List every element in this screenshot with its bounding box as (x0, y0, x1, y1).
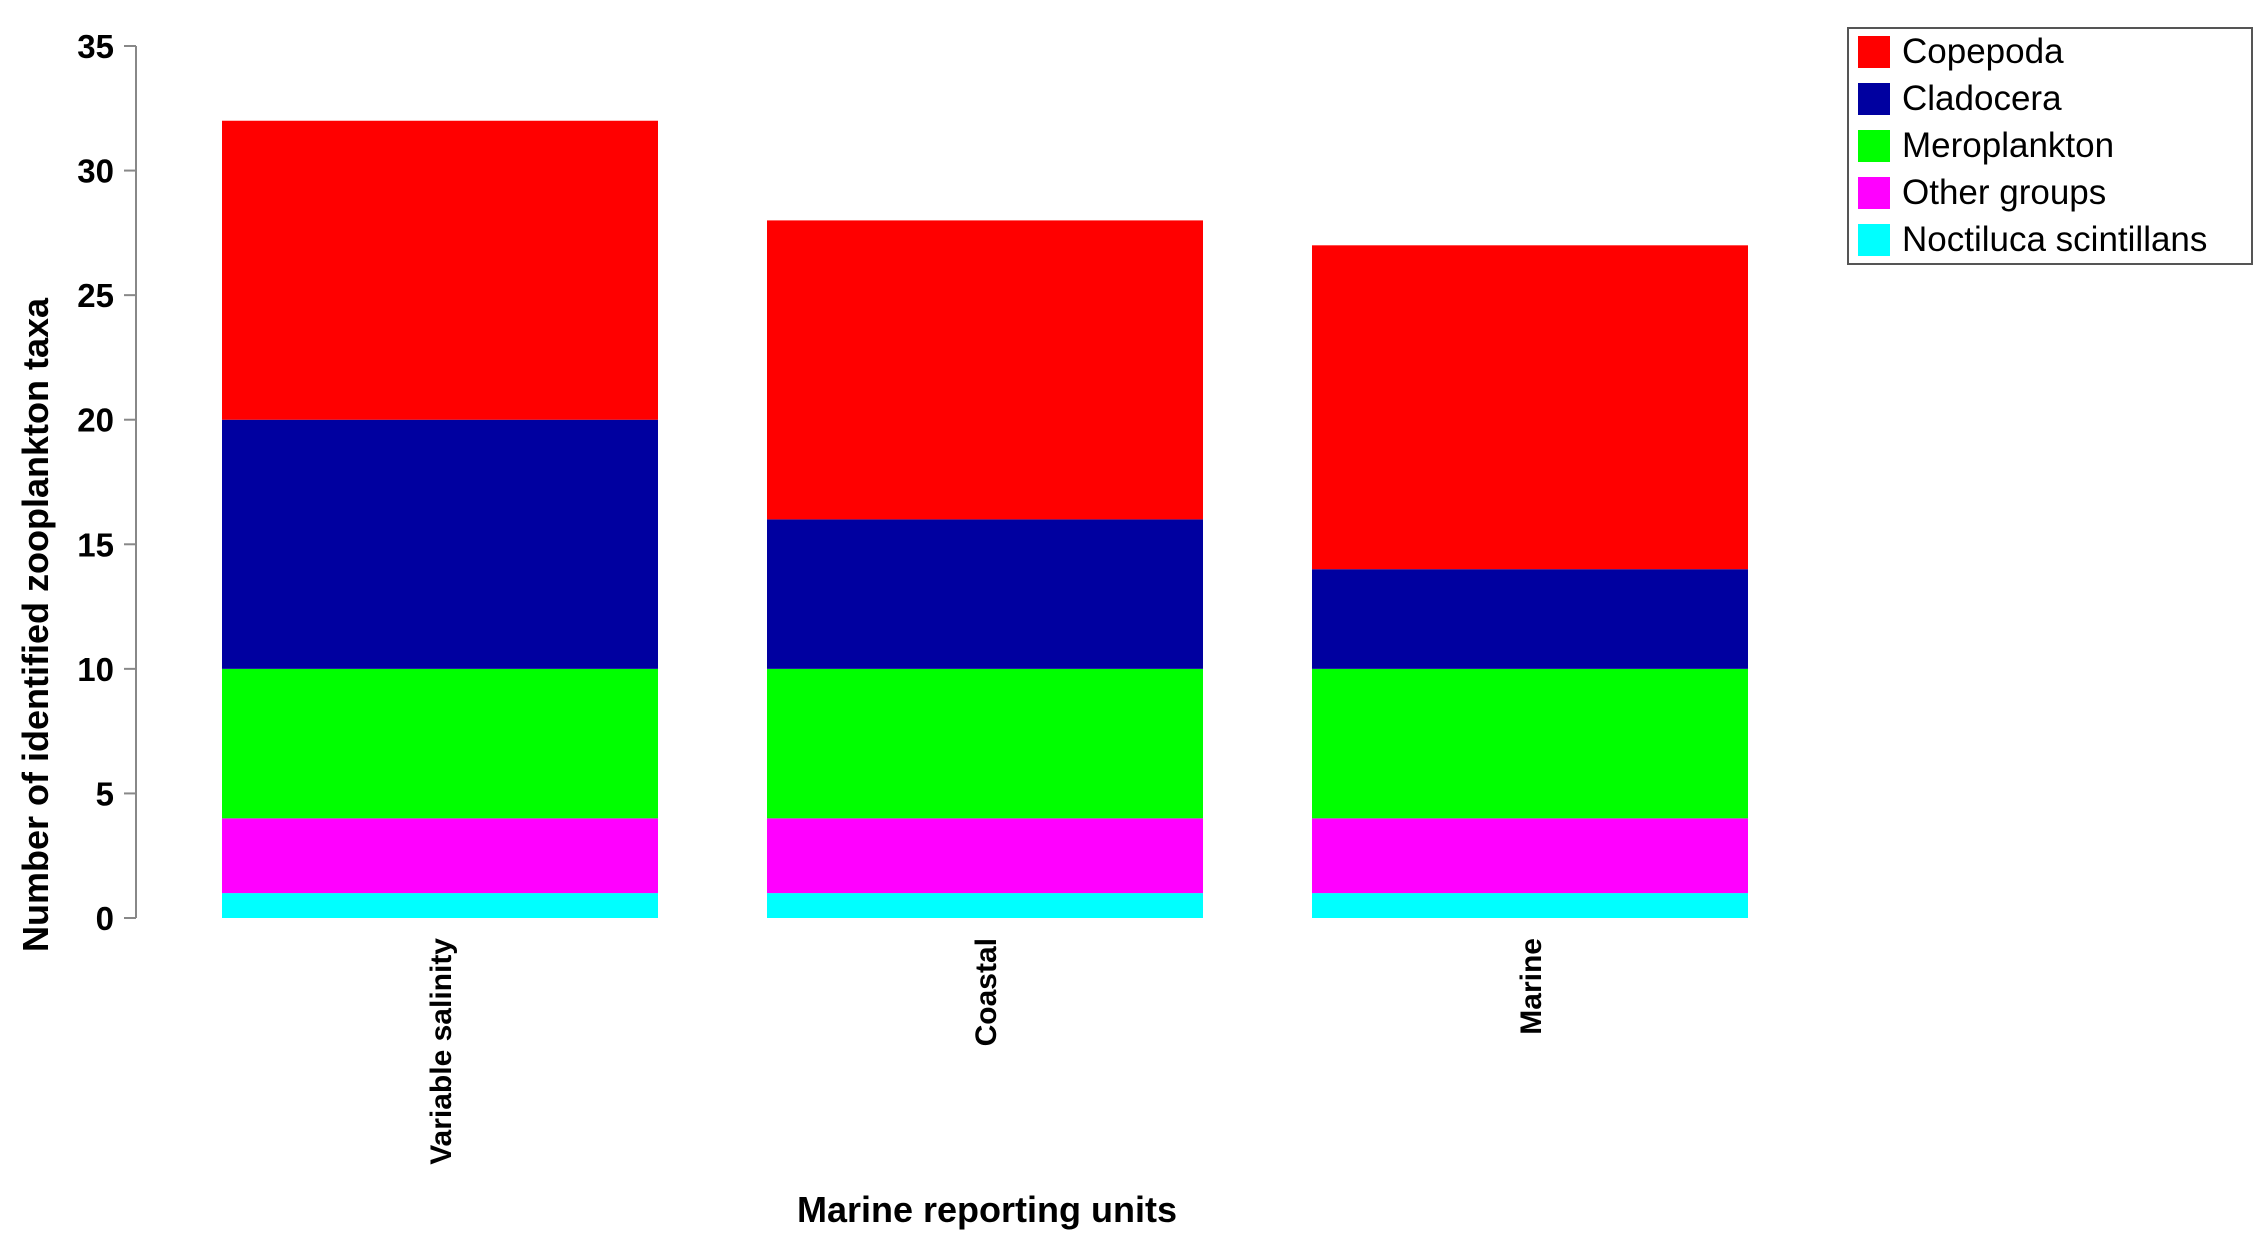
legend-swatch (1858, 224, 1890, 256)
legend-label: Meroplankton (1902, 126, 2114, 165)
y-tick-label: 5 (96, 775, 114, 812)
legend-label: Cladocera (1902, 79, 2062, 118)
y-tick-label: 25 (77, 277, 114, 314)
legend-swatch (1858, 177, 1890, 209)
y-axis-ticks: 0 5 10 15 20 25 30 35 (77, 28, 136, 937)
bar-segment (222, 893, 658, 918)
bars (222, 120, 1748, 918)
bar-segment (767, 519, 1203, 669)
x-tick-label: Variable salinity (425, 938, 458, 1165)
legend-label: Other groups (1902, 173, 2106, 212)
bar-segment (222, 668, 658, 819)
legend-frame (1847, 27, 2253, 265)
legend-swatch (1858, 83, 1890, 115)
y-tick-label: 0 (96, 900, 114, 937)
y-axis-title: Number of identified zooplankton taxa (15, 297, 56, 952)
legend-items: Copepoda Cladocera Meroplankton Other group… (1858, 32, 2207, 259)
bar-segment (1312, 893, 1748, 918)
y-tick-label: 10 (77, 651, 114, 688)
y-tick-label: 15 (77, 526, 114, 563)
x-tick-label: Marine (1515, 938, 1548, 1035)
x-axis-ticks: Variable salinity Coastal Marine (425, 938, 1548, 1165)
plot-area: 0 5 10 15 20 25 30 35 Variable salinity Coastal M… (77, 28, 1748, 1165)
legend-swatch (1858, 130, 1890, 162)
bar-segment (222, 419, 658, 669)
bar-segment (1312, 668, 1748, 819)
y-tick-label: 30 (77, 153, 114, 190)
y-tick-label: 35 (77, 28, 114, 65)
y-tick-label: 20 (77, 402, 114, 439)
bar-segment (767, 818, 1203, 894)
x-axis-title: Marine reporting units (797, 1189, 1177, 1230)
bar-segment (767, 220, 1203, 520)
bar-segment (767, 668, 1203, 819)
legend: Copepoda Cladocera Meroplankton Other group… (1847, 27, 2253, 265)
bar-segment (222, 120, 658, 420)
bar-segment (767, 893, 1203, 918)
legend-label: Noctiluca scintillans (1902, 220, 2207, 259)
bar-segment (1312, 245, 1748, 570)
bar-segment (222, 818, 658, 894)
bar-segment (1312, 818, 1748, 894)
x-tick-label: Coastal (970, 938, 1003, 1046)
legend-label: Copepoda (1902, 32, 2064, 71)
legend-swatch (1858, 36, 1890, 68)
bar-segment (1312, 569, 1748, 669)
